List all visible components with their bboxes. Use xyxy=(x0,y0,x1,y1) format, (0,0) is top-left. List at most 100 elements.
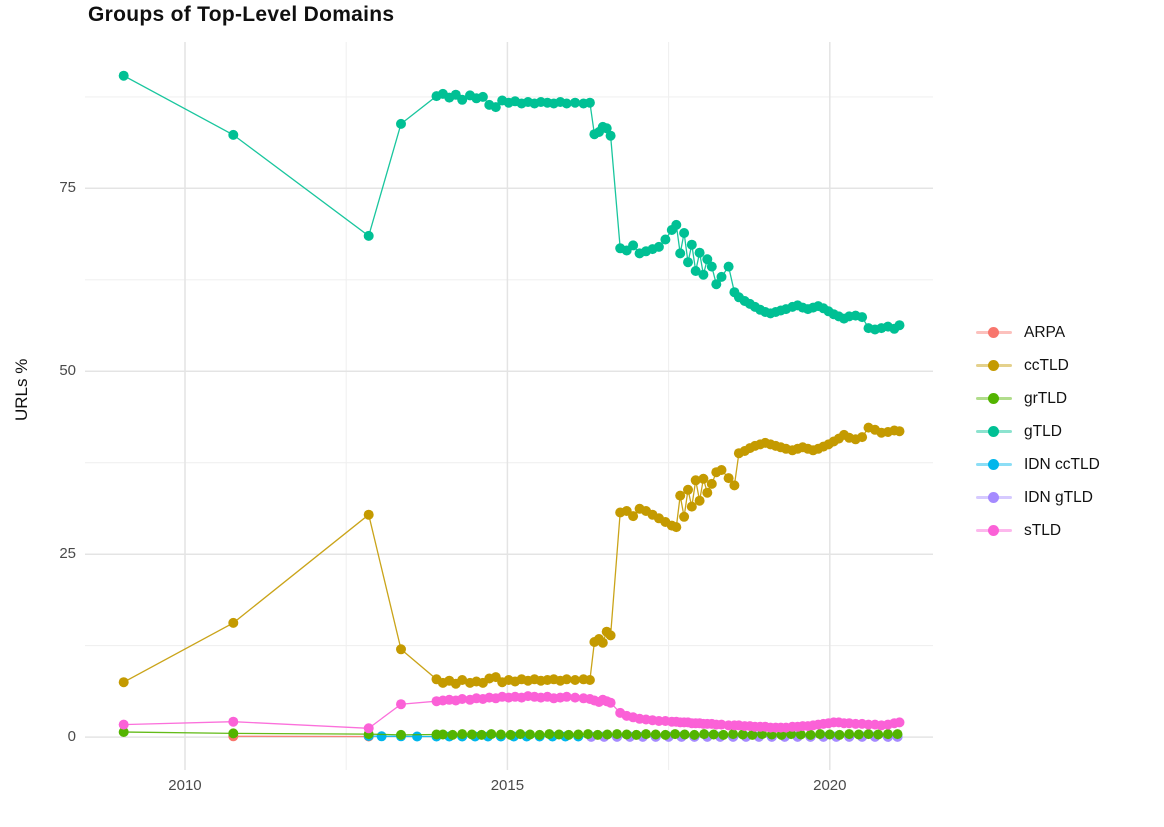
data-point xyxy=(892,729,903,740)
data-point xyxy=(857,432,868,443)
data-point xyxy=(653,241,664,252)
legend-label: gTLD xyxy=(1024,422,1062,440)
x-tick-label: 2010 xyxy=(168,777,202,794)
data-point xyxy=(795,729,806,740)
data-point xyxy=(723,261,734,272)
data-point xyxy=(671,522,682,533)
data-point xyxy=(873,729,884,740)
data-point xyxy=(675,248,686,259)
data-point xyxy=(894,320,905,331)
data-point xyxy=(699,729,710,740)
data-point xyxy=(728,729,739,740)
data-point xyxy=(747,729,758,740)
data-point xyxy=(686,239,697,250)
legend-key-icon xyxy=(976,425,1012,438)
data-point xyxy=(834,729,845,740)
data-point xyxy=(679,729,690,740)
data-point xyxy=(650,729,661,740)
data-point xyxy=(437,729,448,740)
data-point xyxy=(694,495,705,506)
data-point xyxy=(554,729,564,740)
legend-label: ARPA xyxy=(1024,323,1066,341)
series-line-gTLD xyxy=(123,75,900,331)
data-point xyxy=(525,729,535,740)
data-point xyxy=(602,729,613,740)
data-point xyxy=(570,692,581,703)
chart-title: Groups of Top-Level Domains xyxy=(88,3,395,26)
data-point xyxy=(396,729,406,740)
data-point xyxy=(583,729,593,740)
data-point xyxy=(723,473,734,484)
legend-key-icon xyxy=(976,392,1012,405)
data-point xyxy=(612,729,622,740)
data-point xyxy=(708,729,719,740)
data-point xyxy=(597,637,608,648)
data-point xyxy=(675,490,686,501)
data-point xyxy=(660,729,671,740)
x-tick-label: 2020 xyxy=(813,777,847,794)
data-point xyxy=(679,228,690,238)
data-point xyxy=(601,123,612,134)
legend: ARPA ccTLD grTLD gTLD IDN ccTLD IDN gTLD sTLD xyxy=(976,316,1100,547)
data-point xyxy=(621,729,632,740)
data-point xyxy=(584,675,595,685)
data-point xyxy=(412,731,423,742)
data-point xyxy=(815,729,826,740)
data-point xyxy=(716,271,727,282)
data-point xyxy=(515,729,526,740)
data-point xyxy=(711,279,722,290)
data-point xyxy=(706,478,717,489)
data-point xyxy=(396,118,406,129)
data-point xyxy=(118,719,129,730)
legend-item-stld: sTLD xyxy=(976,514,1100,547)
legend-item-gtld: gTLD xyxy=(976,415,1100,448)
legend-key-icon xyxy=(976,359,1012,372)
data-point xyxy=(863,729,874,740)
data-point xyxy=(702,487,713,498)
legend-item-grtld: grTLD xyxy=(976,382,1100,415)
data-point xyxy=(584,97,595,108)
data-point xyxy=(457,694,468,704)
legend-label: grTLD xyxy=(1024,389,1068,407)
data-point xyxy=(363,723,374,734)
data-point xyxy=(447,729,458,740)
data-point xyxy=(641,729,651,740)
legend-item-idn-gtld: IDN gTLD xyxy=(976,481,1100,514)
data-point xyxy=(573,729,584,740)
data-point xyxy=(857,312,868,323)
y-tick-label: 75 xyxy=(59,179,76,197)
data-point xyxy=(228,716,239,727)
data-point xyxy=(561,674,572,685)
data-point xyxy=(702,254,713,265)
data-point xyxy=(228,617,239,628)
data-point xyxy=(457,729,468,740)
data-point xyxy=(737,729,748,740)
data-point xyxy=(882,729,893,740)
data-point xyxy=(228,129,239,140)
data-point xyxy=(894,426,905,437)
y-axis-title: URLs % xyxy=(12,358,31,421)
data-point xyxy=(894,717,905,728)
data-point xyxy=(534,729,545,740)
data-point xyxy=(776,729,787,740)
data-point xyxy=(698,269,709,280)
data-point xyxy=(671,219,682,230)
data-point xyxy=(118,727,129,737)
legend-key-icon xyxy=(976,491,1012,504)
data-point xyxy=(457,675,468,685)
data-point xyxy=(689,729,700,740)
data-point xyxy=(477,91,488,102)
data-point xyxy=(690,266,701,276)
y-tick-label: 0 xyxy=(67,728,76,746)
data-point xyxy=(683,257,693,268)
data-point xyxy=(824,729,835,740)
data-point xyxy=(716,465,727,475)
data-point xyxy=(228,728,239,739)
data-point xyxy=(631,729,642,740)
data-point xyxy=(698,473,709,484)
data-point xyxy=(118,70,129,81)
data-point xyxy=(495,729,506,740)
data-point xyxy=(570,97,581,108)
data-point xyxy=(563,729,574,740)
